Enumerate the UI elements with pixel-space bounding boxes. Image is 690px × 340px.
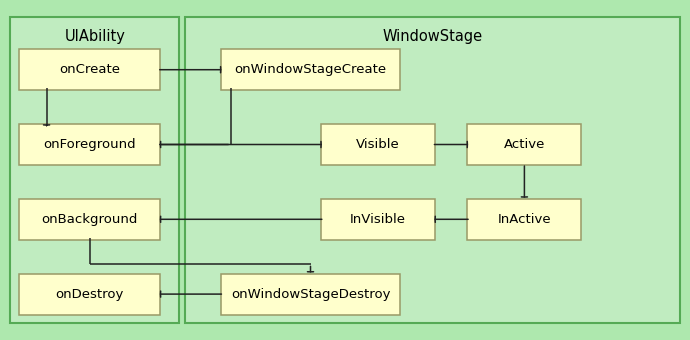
- Text: onBackground: onBackground: [41, 213, 138, 226]
- FancyBboxPatch shape: [468, 199, 581, 240]
- FancyBboxPatch shape: [221, 274, 400, 314]
- FancyBboxPatch shape: [19, 124, 160, 165]
- Text: onDestroy: onDestroy: [55, 288, 124, 301]
- Text: UIAbility: UIAbility: [64, 29, 126, 44]
- FancyBboxPatch shape: [19, 49, 160, 90]
- Text: InVisible: InVisible: [350, 213, 406, 226]
- Text: Active: Active: [504, 138, 545, 151]
- Text: Visible: Visible: [356, 138, 400, 151]
- FancyBboxPatch shape: [321, 124, 435, 165]
- Text: WindowStage: WindowStage: [382, 29, 483, 44]
- Text: onCreate: onCreate: [59, 63, 120, 76]
- Text: onForeground: onForeground: [43, 138, 136, 151]
- FancyBboxPatch shape: [221, 49, 400, 90]
- Text: onWindowStageDestroy: onWindowStageDestroy: [230, 288, 391, 301]
- FancyBboxPatch shape: [19, 199, 160, 240]
- FancyBboxPatch shape: [19, 274, 160, 314]
- Text: InActive: InActive: [497, 213, 551, 226]
- FancyBboxPatch shape: [185, 17, 680, 323]
- FancyBboxPatch shape: [321, 199, 435, 240]
- FancyBboxPatch shape: [468, 124, 581, 165]
- FancyBboxPatch shape: [10, 17, 179, 323]
- Text: onWindowStageCreate: onWindowStageCreate: [235, 63, 386, 76]
